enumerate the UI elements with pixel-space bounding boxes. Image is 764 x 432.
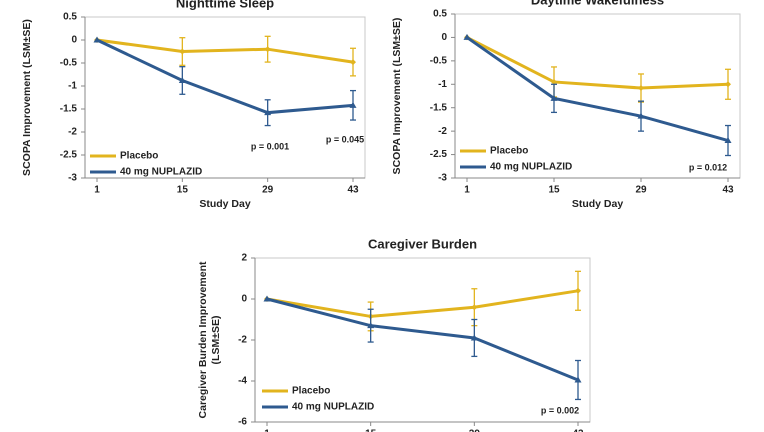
plot-frame (254, 257, 591, 423)
legend-label: Placebo (490, 146, 528, 157)
x-tick-label: 29 (262, 185, 274, 196)
y-tick-label: -2 (438, 126, 447, 137)
x-tick-label: 15 (548, 185, 560, 196)
marker (367, 322, 375, 329)
y-tick-label: -0.5 (60, 58, 78, 69)
legend-label: Placebo (120, 151, 158, 162)
y-tick-label: 0 (241, 294, 247, 305)
y-tick-label: -2 (238, 335, 247, 346)
chart-title: Nighttime Sleep (176, 0, 274, 10)
marker (463, 33, 471, 40)
y-tick-label: -2 (68, 127, 77, 138)
x-tick-label: 29 (469, 429, 481, 432)
y-tick-label: -1 (438, 79, 447, 90)
y-tick-label: 0.5 (63, 12, 77, 23)
legend-label: 40 mg NUPLAZID (490, 162, 572, 173)
marker (638, 85, 644, 92)
x-tick-label: 1 (464, 185, 470, 196)
chart-title: Daytime Wakefulness (531, 0, 664, 7)
marker (574, 376, 582, 383)
marker (349, 101, 357, 108)
x-tick-label: 15 (177, 185, 189, 196)
y-tick-label: -3 (68, 173, 77, 184)
marker (551, 78, 557, 85)
marker (179, 48, 186, 55)
chart-title: Caregiver Burden (368, 236, 477, 251)
marker (264, 109, 272, 116)
y-axis-label: SCOPA Improvement (LSM±SE) (391, 18, 403, 175)
marker (264, 46, 271, 53)
y-tick-label: -1.5 (430, 102, 448, 113)
marker (637, 112, 645, 119)
series-line (96, 38, 354, 64)
annotation: p = 0.001 (251, 141, 289, 151)
marker (725, 81, 731, 88)
marker (93, 36, 101, 43)
series-line (266, 289, 579, 318)
x-axis-label: Study Day (572, 198, 624, 210)
marker (470, 334, 478, 341)
y-tick-label: -2.5 (430, 149, 448, 160)
legend-label: 40 mg NUPLAZID (292, 402, 374, 413)
annotation: p = 0.012 (689, 162, 727, 172)
y-tick-label: 0.5 (433, 9, 447, 20)
marker (263, 295, 271, 302)
marker (471, 304, 478, 311)
y-tick-label: 0 (441, 32, 447, 43)
y-tick-label: -2.5 (60, 150, 78, 161)
x-tick-label: 43 (347, 185, 359, 196)
annotation: p = 0.002 (541, 405, 579, 415)
series-line (466, 36, 729, 90)
series-line (266, 297, 579, 382)
series-line (466, 36, 729, 142)
y-axis-label-line: Caregiver Burden Improvement (197, 261, 209, 418)
y-axis-label-line: (LSM±SE) (210, 316, 222, 365)
marker (350, 59, 356, 66)
y-axis-label: SCOPA Improvement (LSM±SE) (21, 19, 33, 176)
x-tick-label: 29 (635, 185, 647, 196)
marker (550, 94, 558, 101)
y-tick-label: -1 (68, 81, 77, 92)
y-axis-label: Caregiver Burden Improvement(LSM±SE) (197, 261, 222, 418)
legend-label: 40 mg NUPLAZID (120, 167, 202, 178)
y-tick-label: -3 (438, 173, 447, 184)
series-line (96, 38, 354, 115)
x-tick-label: 1 (94, 185, 100, 196)
marker (178, 76, 186, 83)
y-tick-label: -0.5 (430, 55, 448, 66)
x-tick-label: 1 (264, 429, 270, 432)
y-tick-label: -4 (238, 376, 247, 387)
x-axis-label: Study Day (199, 198, 251, 210)
legend-label: Placebo (292, 386, 330, 397)
y-tick-label: 2 (241, 253, 247, 264)
y-tick-label: -6 (238, 417, 247, 428)
marker (575, 287, 581, 294)
y-tick-label: -1.5 (60, 104, 78, 115)
x-tick-label: 43 (722, 185, 734, 196)
x-tick-label: 43 (572, 429, 584, 432)
marker (724, 137, 732, 144)
annotation: p = 0.045 (326, 134, 364, 144)
y-tick-label: 0 (71, 35, 77, 46)
x-tick-label: 15 (365, 429, 377, 432)
